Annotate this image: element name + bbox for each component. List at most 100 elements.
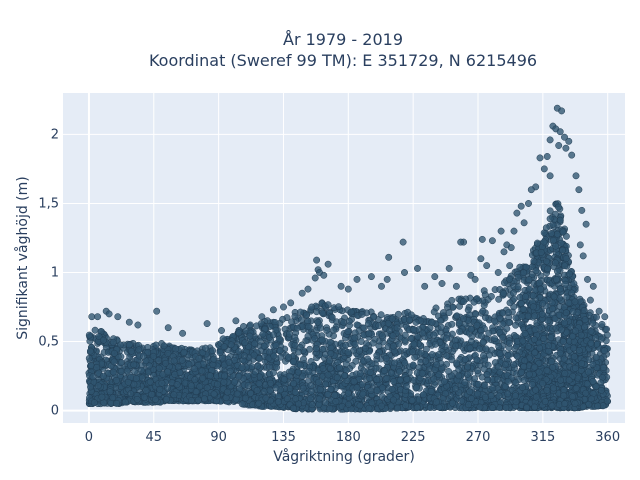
- data-point: [430, 308, 438, 316]
- data-point: [445, 309, 453, 317]
- data-point: [467, 395, 475, 402]
- data-point: [435, 350, 443, 358]
- data-point: [546, 207, 554, 215]
- data-point: [283, 395, 291, 403]
- data-point: [384, 319, 392, 327]
- data-point: [174, 363, 182, 371]
- data-point: [514, 273, 522, 281]
- data-point: [598, 320, 606, 328]
- data-point: [324, 390, 332, 398]
- data-point: [559, 246, 567, 254]
- data-point: [191, 365, 198, 373]
- data-point: [327, 385, 335, 393]
- data-point: [386, 326, 394, 334]
- data-point: [548, 358, 555, 366]
- data-point: [403, 383, 410, 390]
- data-point: [285, 372, 293, 380]
- data-point: [319, 365, 327, 373]
- data-point: [155, 356, 163, 364]
- data-point: [411, 353, 419, 361]
- data-point: [520, 269, 528, 277]
- data-point: [520, 363, 528, 371]
- data-point: [476, 403, 484, 411]
- data-point: [504, 351, 512, 359]
- data-point: [473, 356, 481, 364]
- data-point: [546, 215, 554, 223]
- data-points: [85, 104, 612, 413]
- data-point: [295, 400, 303, 408]
- data-point: [131, 368, 139, 375]
- data-point: [519, 337, 527, 345]
- data-point: [598, 335, 605, 343]
- data-point: [315, 395, 323, 403]
- data-point: [466, 388, 474, 396]
- data-point: [304, 323, 312, 331]
- data-point: [130, 361, 138, 369]
- data-point: [377, 311, 385, 319]
- data-point: [467, 338, 475, 345]
- data-point: [314, 318, 322, 326]
- data-point: [500, 279, 508, 287]
- data-point: [559, 338, 567, 346]
- data-point: [504, 390, 512, 398]
- data-point: [529, 292, 537, 300]
- data-point: [387, 369, 395, 377]
- data-point: [156, 385, 164, 393]
- data-point: [85, 331, 93, 339]
- data-point: [117, 367, 125, 375]
- data-point: [566, 270, 573, 278]
- data-point: [394, 404, 401, 412]
- data-point: [274, 398, 282, 406]
- data-point: [512, 314, 520, 322]
- data-point: [135, 346, 143, 354]
- data-point: [347, 308, 355, 316]
- data-point: [336, 364, 343, 371]
- data-point: [485, 351, 493, 359]
- data-point: [324, 371, 332, 379]
- data-point: [443, 334, 450, 342]
- data-point: [538, 310, 546, 318]
- data-point: [213, 380, 221, 388]
- data-point: [351, 334, 359, 342]
- data-point: [544, 265, 552, 273]
- data-point: [510, 361, 518, 369]
- data-point: [589, 360, 597, 368]
- data-point: [364, 355, 372, 363]
- data-point: [571, 298, 579, 306]
- data-point: [256, 337, 264, 345]
- data-point: [326, 357, 334, 365]
- data-point: [272, 384, 280, 392]
- data-point: [297, 308, 304, 316]
- data-point: [530, 335, 538, 343]
- data-point: [603, 397, 611, 405]
- data-point: [113, 376, 120, 384]
- data-point: [476, 345, 483, 353]
- data-point: [289, 358, 297, 366]
- data-point: [521, 330, 529, 338]
- data-point: [455, 366, 463, 374]
- data-point: [526, 285, 533, 293]
- data-point: [198, 367, 206, 375]
- data-point: [504, 309, 512, 317]
- data-point: [219, 335, 227, 343]
- data-point: [221, 372, 228, 380]
- data-point: [329, 326, 337, 334]
- data-point: [321, 399, 329, 407]
- data-point: [290, 380, 298, 387]
- data-point: [451, 385, 459, 393]
- data-point: [512, 379, 520, 387]
- data-point: [518, 383, 526, 391]
- data-point: [340, 318, 348, 326]
- data-point: [473, 321, 481, 329]
- data-point: [285, 353, 292, 361]
- data-point: [552, 275, 560, 283]
- data-point: [584, 368, 592, 376]
- data-point: [448, 296, 456, 304]
- data-point: [269, 331, 277, 339]
- data-point: [341, 372, 349, 380]
- data-point: [542, 224, 550, 232]
- data-point: [233, 390, 241, 398]
- data-point: [285, 330, 293, 338]
- data-point: [419, 391, 427, 399]
- data-point: [373, 352, 381, 359]
